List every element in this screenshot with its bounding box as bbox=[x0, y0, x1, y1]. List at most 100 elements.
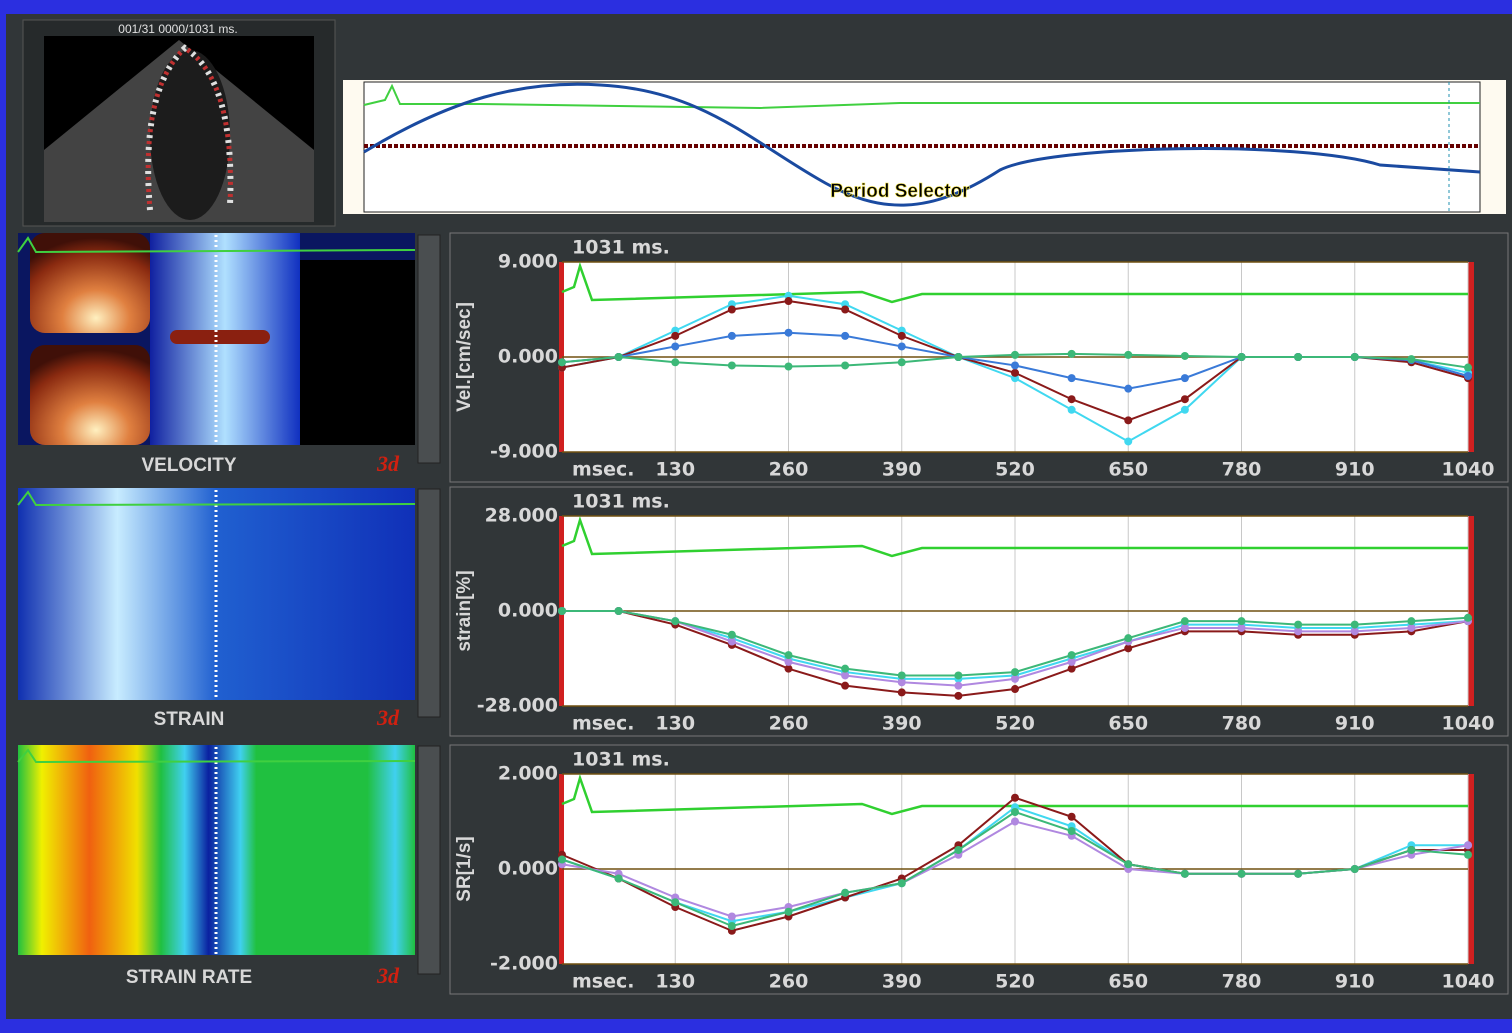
strain-map bbox=[18, 488, 415, 700]
period-label: Period Selector bbox=[830, 181, 970, 202]
data-point bbox=[671, 617, 679, 625]
data-point bbox=[1068, 350, 1076, 358]
data-point bbox=[1181, 352, 1189, 360]
data-point bbox=[1407, 617, 1415, 625]
end-marker bbox=[1468, 774, 1474, 964]
data-point bbox=[841, 306, 849, 314]
data-point bbox=[1124, 351, 1132, 359]
data-point bbox=[728, 332, 736, 340]
data-point bbox=[1464, 841, 1472, 849]
data-point bbox=[898, 332, 906, 340]
data-point bbox=[1181, 617, 1189, 625]
data-point bbox=[954, 846, 962, 854]
x-tick-label: 260 bbox=[769, 713, 809, 735]
y-tick-label: -9.000 bbox=[490, 441, 558, 463]
x-tick-label: 910 bbox=[1335, 971, 1375, 993]
data-point bbox=[1068, 827, 1076, 835]
x-tick-label: 260 bbox=[769, 971, 809, 993]
data-point bbox=[728, 913, 736, 921]
data-point bbox=[1351, 353, 1359, 361]
data-point bbox=[841, 889, 849, 897]
data-point bbox=[615, 353, 623, 361]
data-point bbox=[785, 363, 793, 371]
data-point bbox=[1124, 385, 1132, 393]
end-marker bbox=[1468, 516, 1474, 706]
data-point bbox=[728, 922, 736, 930]
data-point bbox=[1351, 865, 1359, 873]
y-tick-label: 0.000 bbox=[498, 858, 558, 880]
y-tick-label: -2.000 bbox=[490, 953, 558, 975]
x-tick-label: 390 bbox=[882, 459, 922, 481]
data-point bbox=[954, 692, 962, 700]
data-point bbox=[1464, 372, 1472, 380]
x-tick-label: 780 bbox=[1222, 971, 1262, 993]
data-point bbox=[1464, 364, 1472, 372]
data-point bbox=[1011, 794, 1019, 802]
y-tick-label: 0.000 bbox=[498, 346, 558, 368]
data-point bbox=[615, 875, 623, 883]
x-tick-label: 520 bbox=[995, 971, 1035, 993]
data-point bbox=[1238, 617, 1246, 625]
badge-3d: 3d bbox=[376, 963, 400, 988]
data-point bbox=[1181, 406, 1189, 414]
data-point bbox=[1238, 353, 1246, 361]
y-tick-label: 2.000 bbox=[498, 763, 558, 785]
badge-3d: 3d bbox=[376, 705, 400, 730]
data-point bbox=[1068, 395, 1076, 403]
x-tick-label: 1040 bbox=[1442, 713, 1495, 735]
x-unit-label: msec. bbox=[572, 713, 634, 735]
y-tick-label: 28.000 bbox=[485, 505, 558, 527]
data-point bbox=[1124, 416, 1132, 424]
data-point bbox=[728, 306, 736, 314]
x-tick-label: 130 bbox=[655, 713, 695, 735]
data-point bbox=[728, 361, 736, 369]
data-point bbox=[1011, 351, 1019, 359]
data-point bbox=[1181, 374, 1189, 382]
x-tick-label: 130 bbox=[655, 971, 695, 993]
data-point bbox=[785, 297, 793, 305]
map-label: STRAIN RATE bbox=[126, 967, 252, 988]
data-point bbox=[558, 358, 566, 366]
data-point bbox=[1181, 395, 1189, 403]
data-point bbox=[898, 879, 906, 887]
map-label: VELOCITY bbox=[141, 455, 236, 476]
data-point bbox=[1294, 353, 1302, 361]
data-point bbox=[1464, 851, 1472, 859]
duration-label: 1031 ms. bbox=[572, 237, 670, 259]
data-point bbox=[898, 671, 906, 679]
data-point bbox=[785, 329, 793, 337]
data-point bbox=[1068, 406, 1076, 414]
badge-3d: 3d bbox=[376, 451, 400, 476]
x-tick-label: 780 bbox=[1222, 459, 1262, 481]
data-point bbox=[1068, 374, 1076, 382]
x-tick-label: 390 bbox=[882, 971, 922, 993]
data-point bbox=[728, 631, 736, 639]
x-tick-label: 910 bbox=[1335, 713, 1375, 735]
data-point bbox=[898, 342, 906, 350]
x-tick-label: 520 bbox=[995, 459, 1035, 481]
x-unit-label: msec. bbox=[572, 971, 634, 993]
data-point bbox=[1181, 870, 1189, 878]
scrollbars[interactable] bbox=[418, 235, 440, 974]
data-point bbox=[1011, 818, 1019, 826]
data-point bbox=[1011, 369, 1019, 377]
data-point bbox=[1238, 870, 1246, 878]
data-point bbox=[671, 342, 679, 350]
x-tick-label: 650 bbox=[1108, 971, 1148, 993]
data-point bbox=[954, 671, 962, 679]
x-tick-label: 130 bbox=[655, 459, 695, 481]
data-point bbox=[841, 332, 849, 340]
velocity-map bbox=[18, 233, 415, 445]
data-point bbox=[898, 688, 906, 696]
data-point bbox=[1351, 621, 1359, 629]
data-point bbox=[1011, 361, 1019, 369]
data-point bbox=[1407, 355, 1415, 363]
data-point bbox=[954, 353, 962, 361]
app-window: 001/31 0000/1031 ms. Period Selector VEL… bbox=[0, 0, 1512, 1033]
data-point bbox=[841, 682, 849, 690]
map-label: STRAIN bbox=[154, 709, 225, 730]
data-point bbox=[671, 898, 679, 906]
data-point bbox=[1068, 813, 1076, 821]
data-point bbox=[558, 607, 566, 615]
x-tick-label: 520 bbox=[995, 713, 1035, 735]
